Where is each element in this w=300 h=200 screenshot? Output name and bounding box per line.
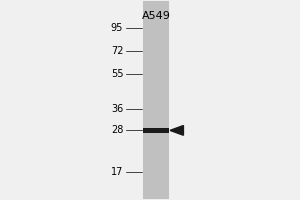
Polygon shape	[170, 126, 183, 135]
Bar	[143, 128, 169, 133]
Text: 28: 28	[111, 125, 123, 135]
Text: 72: 72	[111, 46, 123, 56]
Text: A549: A549	[142, 11, 170, 21]
Text: 36: 36	[111, 104, 123, 114]
Text: 17: 17	[111, 167, 123, 177]
Bar	[143, 1, 169, 199]
Text: 95: 95	[111, 23, 123, 33]
Text: 55: 55	[111, 69, 123, 79]
